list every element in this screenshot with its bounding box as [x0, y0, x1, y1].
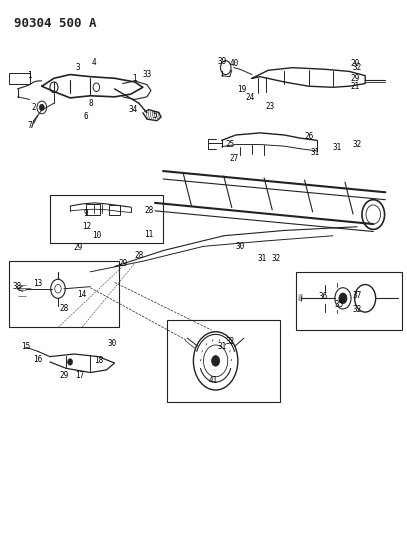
Text: 6: 6 — [84, 112, 89, 121]
Bar — [86, 204, 101, 215]
Text: 17: 17 — [76, 370, 85, 379]
Text: 21: 21 — [350, 82, 360, 91]
Text: 31: 31 — [332, 143, 341, 152]
Text: 29: 29 — [350, 74, 360, 83]
Text: 7: 7 — [27, 122, 32, 131]
Text: 8: 8 — [88, 99, 93, 108]
Text: 35: 35 — [334, 300, 344, 309]
Text: 90304 500 A: 90304 500 A — [13, 17, 96, 30]
Text: 34: 34 — [128, 104, 138, 114]
Text: 32: 32 — [225, 337, 234, 346]
Text: 16: 16 — [33, 355, 42, 364]
Text: 40: 40 — [229, 60, 239, 68]
Text: 30: 30 — [108, 339, 117, 348]
Text: 32: 32 — [352, 305, 362, 314]
Text: 5: 5 — [153, 111, 158, 120]
Circle shape — [339, 293, 347, 304]
Bar — [50, 195, 163, 243]
Text: 29: 29 — [59, 370, 69, 379]
Text: 31: 31 — [258, 254, 267, 263]
Text: 29: 29 — [74, 244, 83, 253]
Text: 18: 18 — [94, 356, 103, 365]
Text: 1: 1 — [27, 71, 32, 80]
Text: 33: 33 — [142, 70, 151, 79]
Text: 11: 11 — [144, 230, 153, 239]
Bar — [109, 205, 120, 215]
Bar — [167, 319, 280, 402]
Text: 1: 1 — [132, 74, 137, 83]
Text: 29: 29 — [118, 260, 127, 268]
Text: 37: 37 — [352, 291, 362, 300]
Text: 28: 28 — [134, 252, 143, 261]
Text: 41: 41 — [209, 376, 218, 385]
Text: 39: 39 — [217, 58, 226, 66]
Text: 32: 32 — [352, 63, 362, 72]
Text: 31: 31 — [310, 148, 319, 157]
Bar — [9, 73, 30, 84]
Text: 38: 38 — [13, 282, 22, 291]
Bar — [9, 261, 118, 327]
Text: 26: 26 — [304, 132, 313, 141]
Text: 9: 9 — [84, 209, 89, 218]
Text: 32: 32 — [271, 254, 281, 263]
Text: 2: 2 — [31, 103, 36, 112]
Bar — [296, 272, 402, 330]
Text: 24: 24 — [245, 93, 255, 102]
Text: 23: 23 — [266, 102, 275, 111]
Circle shape — [39, 104, 44, 111]
Text: 36: 36 — [318, 292, 327, 301]
Text: 15: 15 — [21, 342, 30, 351]
Text: 32: 32 — [352, 140, 362, 149]
Text: 28: 28 — [144, 206, 153, 215]
Text: 10: 10 — [92, 231, 101, 240]
Text: 31: 31 — [217, 342, 226, 351]
Text: 12: 12 — [82, 222, 91, 231]
Text: 14: 14 — [78, 289, 87, 298]
Circle shape — [68, 359, 72, 365]
Text: 25: 25 — [225, 140, 234, 149]
Circle shape — [212, 356, 220, 366]
Text: 19: 19 — [237, 85, 247, 94]
Text: 20: 20 — [350, 60, 360, 68]
Text: 13: 13 — [33, 279, 42, 288]
Text: 27: 27 — [229, 155, 239, 164]
Text: 28: 28 — [59, 304, 69, 313]
Text: 30: 30 — [235, 242, 245, 251]
Text: 4: 4 — [92, 58, 97, 67]
Text: 3: 3 — [76, 63, 81, 72]
